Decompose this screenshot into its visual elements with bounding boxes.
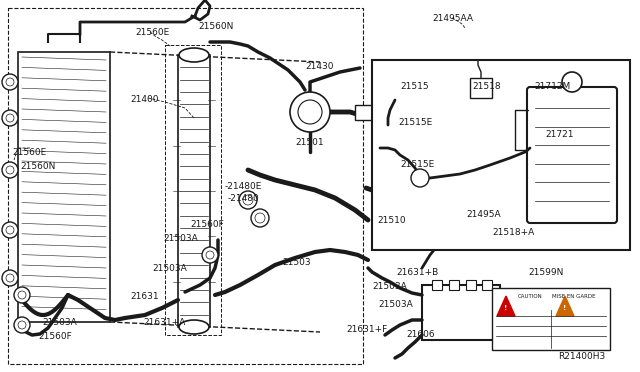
Bar (492, 288, 610, 350)
Bar (18, 52, 110, 322)
Text: -21480E: -21480E (225, 182, 262, 191)
Circle shape (298, 100, 322, 124)
Text: 21631+B: 21631+B (396, 268, 438, 277)
Circle shape (2, 222, 18, 238)
Ellipse shape (179, 320, 209, 334)
Text: 21631+F: 21631+F (346, 325, 387, 334)
Circle shape (6, 114, 14, 122)
Bar (372, 60, 630, 250)
Bar (482, 280, 492, 290)
Circle shape (18, 321, 26, 329)
Circle shape (243, 195, 253, 205)
Polygon shape (497, 296, 515, 316)
Circle shape (6, 226, 14, 234)
Circle shape (251, 209, 269, 227)
Text: 21501: 21501 (295, 138, 324, 147)
Text: MISE EN GARDE: MISE EN GARDE (552, 294, 595, 299)
Text: 21721: 21721 (545, 130, 573, 139)
Circle shape (14, 287, 30, 303)
Circle shape (6, 166, 14, 174)
Text: 21430: 21430 (305, 62, 333, 71)
Text: 21503A: 21503A (372, 282, 407, 291)
Text: !: ! (504, 305, 508, 311)
Circle shape (14, 317, 30, 333)
FancyBboxPatch shape (527, 87, 617, 223)
Text: 21560N: 21560N (198, 22, 234, 31)
Text: 21560E: 21560E (135, 28, 169, 37)
Bar (449, 280, 459, 290)
Circle shape (562, 72, 582, 92)
Text: 21503A: 21503A (152, 264, 187, 273)
Bar (422, 285, 500, 340)
Text: 21510: 21510 (377, 216, 406, 225)
Bar (165, 45, 221, 335)
Text: 21503: 21503 (282, 258, 310, 267)
Circle shape (255, 213, 265, 223)
Text: CAUTION: CAUTION (518, 294, 543, 299)
Circle shape (18, 291, 26, 299)
Polygon shape (556, 296, 574, 316)
Bar (8, 8, 363, 364)
Bar (355, 105, 373, 120)
Text: !: ! (563, 305, 566, 311)
Circle shape (2, 270, 18, 286)
Circle shape (290, 92, 330, 132)
Text: 21560F: 21560F (38, 332, 72, 341)
Text: 21712M: 21712M (534, 82, 570, 91)
Circle shape (202, 247, 218, 263)
Text: 21515E: 21515E (398, 118, 432, 127)
Text: 21503A: 21503A (42, 318, 77, 327)
Text: R21400H3: R21400H3 (558, 352, 605, 361)
Text: 21495A: 21495A (466, 210, 500, 219)
Text: 21631+A: 21631+A (143, 318, 185, 327)
Bar (465, 215, 487, 233)
Circle shape (6, 274, 14, 282)
Circle shape (239, 191, 257, 209)
Bar (466, 280, 476, 290)
Bar (470, 78, 492, 98)
Circle shape (2, 162, 18, 178)
Text: 21495AA: 21495AA (432, 14, 473, 23)
Bar (432, 280, 442, 290)
Text: 21515E: 21515E (400, 160, 435, 169)
Circle shape (2, 74, 18, 90)
Text: 21599N: 21599N (528, 268, 563, 277)
Text: 21606: 21606 (406, 330, 435, 339)
Circle shape (2, 110, 18, 126)
Text: 21518+A: 21518+A (492, 228, 534, 237)
Bar (178, 55, 210, 327)
Text: 21400: 21400 (130, 95, 159, 104)
Text: 21631: 21631 (130, 292, 159, 301)
Text: 21503A: 21503A (163, 234, 198, 243)
Text: 21503A: 21503A (378, 300, 413, 309)
Circle shape (411, 169, 429, 187)
Text: 21560N: 21560N (20, 162, 56, 171)
Circle shape (206, 251, 214, 259)
Text: -21480: -21480 (228, 194, 260, 203)
Text: 21560F: 21560F (190, 220, 224, 229)
Ellipse shape (179, 48, 209, 62)
Circle shape (6, 78, 14, 86)
Text: 21515: 21515 (400, 82, 429, 91)
Text: 21560E: 21560E (12, 148, 46, 157)
Text: 21518: 21518 (472, 82, 500, 91)
